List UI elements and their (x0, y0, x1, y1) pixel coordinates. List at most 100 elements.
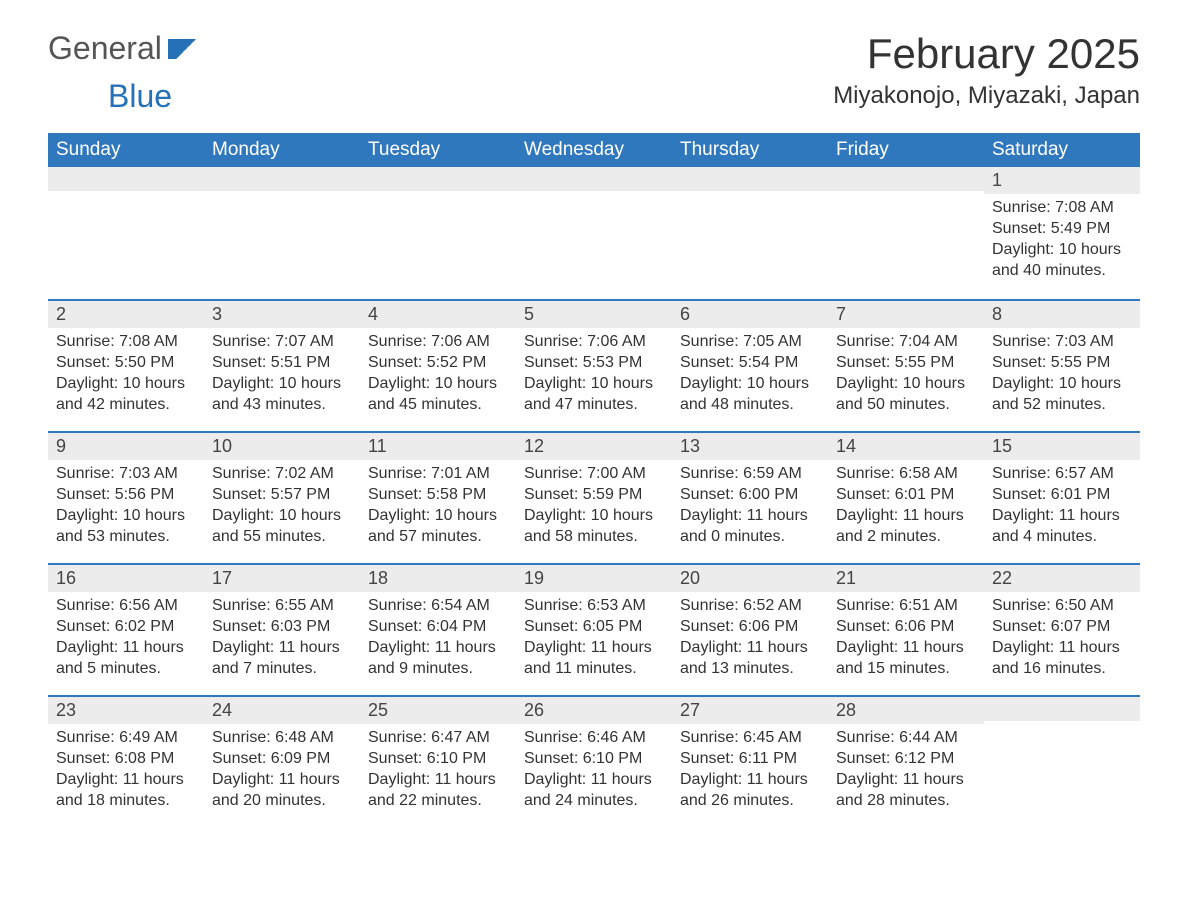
sunset-text: Sunset: 6:07 PM (992, 617, 1132, 638)
day-number: 5 (516, 301, 672, 328)
daylight-text: Daylight: 10 hours and 53 minutes. (56, 506, 196, 548)
day-number (672, 167, 828, 191)
day-cell: 4Sunrise: 7:06 AMSunset: 5:52 PMDaylight… (360, 301, 516, 431)
day-cell: 14 Sunrise: 6:58 AMSunset: 6:01 PMDayligh… (828, 433, 984, 563)
daylight-text: Daylight: 10 hours and 52 minutes. (992, 374, 1132, 416)
daylight-text: Daylight: 10 hours and 45 minutes. (368, 374, 508, 416)
day-cell: 1Sunrise: 7:08 AMSunset: 5:49 PMDaylight… (984, 167, 1140, 299)
week-row: 9Sunrise: 7:03 AMSunset: 5:56 PMDaylight… (48, 431, 1140, 563)
daylight-text: Daylight: 10 hours and 47 minutes. (524, 374, 664, 416)
daylight-text: Daylight: 11 hours and 18 minutes. (56, 770, 196, 812)
day-cell (360, 167, 516, 299)
sunset-text: Sunset: 5:50 PM (56, 353, 196, 374)
dayname-wed: Wednesday (516, 133, 672, 167)
sunrise-text: Sunrise: 6:53 AM (524, 596, 664, 617)
logo: General (48, 30, 208, 67)
sunset-text: Sunset: 5:55 PM (836, 353, 976, 374)
sunrise-text: Sunrise: 6:58 AM (836, 464, 976, 485)
day-cell: 7Sunrise: 7:04 AMSunset: 5:55 PMDaylight… (828, 301, 984, 431)
day-number: 23 (48, 697, 204, 724)
day-cell: 12Sunrise: 7:00 AMSunset: 5:59 PMDayligh… (516, 433, 672, 563)
logo-word-general: General (48, 30, 162, 67)
day-number: 21 (828, 565, 984, 592)
sunrise-text: Sunrise: 7:00 AM (524, 464, 664, 485)
day-cell: 2Sunrise: 7:08 AMSunset: 5:50 PMDaylight… (48, 301, 204, 431)
sunrise-text: Sunrise: 6:56 AM (56, 596, 196, 617)
dayname-fri: Friday (828, 133, 984, 167)
day-cell: 13Sunrise: 6:59 AMSunset: 6:00 PMDayligh… (672, 433, 828, 563)
sunrise-text: Sunrise: 7:06 AM (368, 332, 508, 353)
sunrise-text: Sunrise: 7:05 AM (680, 332, 820, 353)
day-cell (672, 167, 828, 299)
sunrise-text: Sunrise: 7:01 AM (368, 464, 508, 485)
day-number: 20 (672, 565, 828, 592)
dayname-sun: Sunday (48, 133, 204, 167)
sunrise-text: Sunrise: 6:47 AM (368, 728, 508, 749)
daylight-text: Daylight: 11 hours and 2 minutes. (836, 506, 976, 548)
sunset-text: Sunset: 6:08 PM (56, 749, 196, 770)
day-number: 7 (828, 301, 984, 328)
sunrise-text: Sunrise: 7:02 AM (212, 464, 352, 485)
weeks-container: 1Sunrise: 7:08 AMSunset: 5:49 PMDaylight… (48, 167, 1140, 827)
day-number: 8 (984, 301, 1140, 328)
sunrise-text: Sunrise: 6:57 AM (992, 464, 1132, 485)
daylight-text: Daylight: 10 hours and 55 minutes. (212, 506, 352, 548)
daylight-text: Daylight: 11 hours and 20 minutes. (212, 770, 352, 812)
dayname-tue: Tuesday (360, 133, 516, 167)
sunset-text: Sunset: 6:01 PM (836, 485, 976, 506)
sunrise-text: Sunrise: 6:54 AM (368, 596, 508, 617)
daylight-text: Daylight: 11 hours and 0 minutes. (680, 506, 820, 548)
day-cell: 9Sunrise: 7:03 AMSunset: 5:56 PMDaylight… (48, 433, 204, 563)
sunset-text: Sunset: 6:02 PM (56, 617, 196, 638)
sunrise-text: Sunrise: 7:06 AM (524, 332, 664, 353)
sunset-text: Sunset: 6:05 PM (524, 617, 664, 638)
daylight-text: Daylight: 10 hours and 40 minutes. (992, 240, 1132, 282)
day-cell: 3Sunrise: 7:07 AMSunset: 5:51 PMDaylight… (204, 301, 360, 431)
daylight-text: Daylight: 11 hours and 22 minutes. (368, 770, 508, 812)
sunrise-text: Sunrise: 6:46 AM (524, 728, 664, 749)
sunrise-text: Sunrise: 7:03 AM (56, 464, 196, 485)
sunrise-text: Sunrise: 6:49 AM (56, 728, 196, 749)
daylight-text: Daylight: 10 hours and 57 minutes. (368, 506, 508, 548)
day-number: 25 (360, 697, 516, 724)
dayname-sat: Saturday (984, 133, 1140, 167)
sunset-text: Sunset: 5:53 PM (524, 353, 664, 374)
sunrise-text: Sunrise: 6:48 AM (212, 728, 352, 749)
day-cell: 5 Sunrise: 7:06 AMSunset: 5:53 PMDaylight… (516, 301, 672, 431)
dayname-mon: Monday (204, 133, 360, 167)
day-cell: 10Sunrise: 7:02 AMSunset: 5:57 PMDayligh… (204, 433, 360, 563)
day-cell: 21Sunrise: 6:51 AMSunset: 6:06 PMDayligh… (828, 565, 984, 695)
daylight-text: Daylight: 11 hours and 9 minutes. (368, 638, 508, 680)
dayname-thu: Thursday (672, 133, 828, 167)
location: Miyakonojo, Miyazaki, Japan (833, 82, 1140, 110)
day-number: 27 (672, 697, 828, 724)
day-number: 22 (984, 565, 1140, 592)
day-number: 13 (672, 433, 828, 460)
sunset-text: Sunset: 6:10 PM (368, 749, 508, 770)
daylight-text: Daylight: 10 hours and 42 minutes. (56, 374, 196, 416)
sunset-text: Sunset: 5:55 PM (992, 353, 1132, 374)
day-header-row: Sunday Monday Tuesday Wednesday Thursday… (48, 133, 1140, 167)
day-cell: 6Sunrise: 7:05 AMSunset: 5:54 PMDaylight… (672, 301, 828, 431)
sunset-text: Sunset: 5:58 PM (368, 485, 508, 506)
week-row: 1Sunrise: 7:08 AMSunset: 5:49 PMDaylight… (48, 167, 1140, 299)
day-number: 16 (48, 565, 204, 592)
daylight-text: Daylight: 11 hours and 5 minutes. (56, 638, 196, 680)
daylight-text: Daylight: 10 hours and 48 minutes. (680, 374, 820, 416)
day-cell: 15Sunrise: 6:57 AMSunset: 6:01 PMDayligh… (984, 433, 1140, 563)
logo-flag-icon (168, 39, 204, 59)
day-number (828, 167, 984, 191)
calendar: Sunday Monday Tuesday Wednesday Thursday… (48, 133, 1140, 827)
day-cell: 19Sunrise: 6:53 AMSunset: 6:05 PMDayligh… (516, 565, 672, 695)
sunrise-text: Sunrise: 7:04 AM (836, 332, 976, 353)
sunset-text: Sunset: 5:51 PM (212, 353, 352, 374)
daylight-text: Daylight: 11 hours and 15 minutes. (836, 638, 976, 680)
day-number: 11 (360, 433, 516, 460)
day-number: 14 (828, 433, 984, 460)
day-number (48, 167, 204, 191)
day-cell: 25 Sunrise: 6:47 AMSunset: 6:10 PMDayligh… (360, 697, 516, 827)
sunset-text: Sunset: 5:59 PM (524, 485, 664, 506)
sunset-text: Sunset: 6:10 PM (524, 749, 664, 770)
day-number: 18 (360, 565, 516, 592)
day-cell: 16 Sunrise: 6:56 AMSunset: 6:02 PMDayligh… (48, 565, 204, 695)
